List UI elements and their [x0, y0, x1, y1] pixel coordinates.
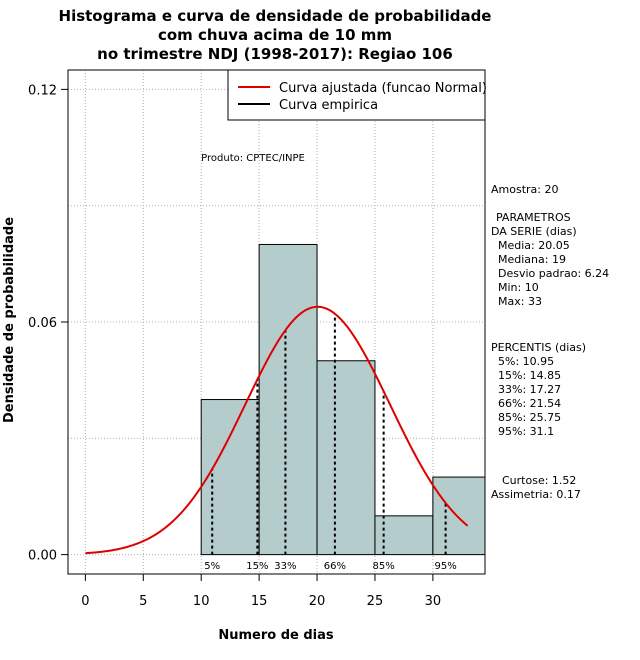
- percentil-5: 5%: 10.95: [498, 355, 554, 368]
- y-tick-label: 0.12: [28, 83, 57, 98]
- histogram-bar: [258, 243, 318, 556]
- y-tick-label: 0.00: [28, 549, 57, 564]
- percentil-15: 15%: 14.85: [498, 369, 561, 382]
- statistics-panel: Amostra: 20 PARAMETROS DA SERIE (dias) M…: [491, 183, 609, 501]
- axes: 0 5 10 15 20 25 30 0.00 0.06 0.12: [28, 83, 441, 609]
- param-max: Max: 33: [498, 295, 542, 308]
- param-sd: Desvio padrao: 6.24: [498, 267, 609, 280]
- percentile-label: 15%: [246, 561, 268, 572]
- percentis-title: PERCENTIS (dias): [491, 341, 586, 354]
- param-mean: Media: 20.05: [498, 239, 570, 252]
- chart-title-line-1: Histograma e curva de densidade de proba…: [59, 7, 492, 25]
- y-axis-title: Densidade de probabilidade: [2, 217, 17, 423]
- normal-curve: [85, 305, 469, 555]
- x-tick-label: 15: [251, 594, 268, 609]
- normal-curve-line: [85, 305, 469, 555]
- chart-title-line-2: com chuva acima de 10 mm: [158, 26, 392, 44]
- percentile-label: 85%: [373, 561, 395, 572]
- percentile-label: 95%: [434, 561, 456, 572]
- y-tick-label: 0.06: [28, 316, 57, 331]
- x-tick-label: 20: [309, 594, 326, 609]
- skewness: Assimetria: 0.17: [491, 488, 581, 501]
- histogram-bar: [200, 399, 260, 556]
- percentile-label: 33%: [274, 561, 296, 572]
- product-annotation: Produto: CPTEC/INPE: [201, 153, 305, 164]
- histogram-bar: [316, 360, 376, 556]
- percentil-33: 33%: 17.27: [498, 383, 561, 396]
- x-tick-label: 5: [139, 594, 147, 609]
- kurtosis: Curtose: 1.52: [502, 474, 576, 487]
- x-tick-label: 30: [425, 594, 442, 609]
- percentile-label: 5%: [204, 561, 220, 572]
- x-tick-label: 10: [193, 594, 210, 609]
- chart-title-line-3: no trimestre NDJ (1998-2017): Regiao 106: [97, 45, 453, 63]
- percentil-95: 95%: 31.1: [498, 425, 554, 438]
- legend: Curva ajustada (funcao Normal) Curva emp…: [227, 69, 487, 121]
- legend-label-empirical: Curva empirica: [279, 98, 378, 113]
- histogram-bar: [432, 476, 486, 556]
- percentile-label: 66%: [324, 561, 346, 572]
- params-title: PARAMETROS: [496, 211, 571, 224]
- params-subtitle: DA SERIE (dias): [491, 225, 577, 238]
- sample-size: Amostra: 20: [491, 183, 558, 196]
- histogram-bars: [200, 243, 486, 556]
- percentile-marks: 5% 15% 33% 66% 85% 95%: [204, 313, 457, 572]
- param-min: Min: 10: [498, 281, 539, 294]
- percentil-85: 85%: 25.75: [498, 411, 561, 424]
- legend-label-fitted: Curva ajustada (funcao Normal): [279, 81, 487, 96]
- percentil-66: 66%: 21.54: [498, 397, 561, 410]
- x-tick-label: 25: [367, 594, 384, 609]
- param-median: Mediana: 19: [498, 253, 566, 266]
- legend-box: [227, 69, 486, 121]
- x-tick-label: 0: [81, 594, 89, 609]
- x-axis-title: Numero de dias: [218, 628, 334, 643]
